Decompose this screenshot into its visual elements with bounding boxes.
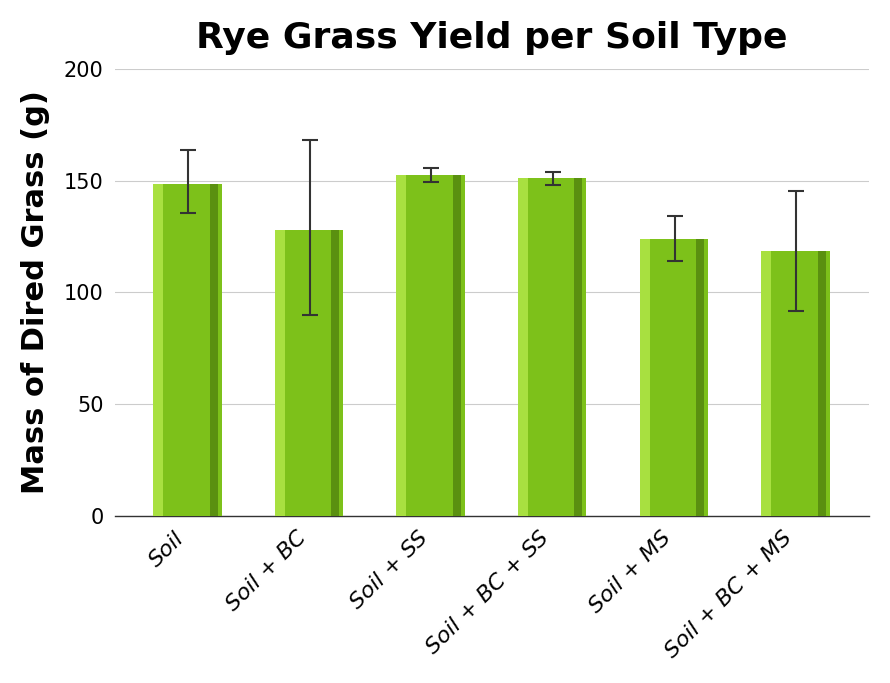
Bar [277, 229, 344, 516]
Bar [331, 229, 339, 516]
Bar [763, 251, 829, 516]
Bar [574, 178, 582, 516]
Bar [398, 175, 465, 516]
Bar [153, 184, 163, 516]
Y-axis label: Mass of Dired Grass (g): Mass of Dired Grass (g) [20, 90, 50, 494]
Bar [761, 251, 771, 516]
Bar [453, 175, 461, 516]
Bar [520, 178, 587, 516]
Bar [640, 238, 650, 516]
Bar [275, 229, 285, 516]
Bar [818, 251, 826, 516]
Bar [518, 178, 528, 516]
Bar [641, 238, 708, 516]
Bar [696, 238, 704, 516]
Bar [396, 175, 407, 516]
Bar [210, 184, 218, 516]
Title: Rye Grass Yield per Soil Type: Rye Grass Yield per Soil Type [197, 21, 788, 55]
Bar [155, 184, 222, 516]
